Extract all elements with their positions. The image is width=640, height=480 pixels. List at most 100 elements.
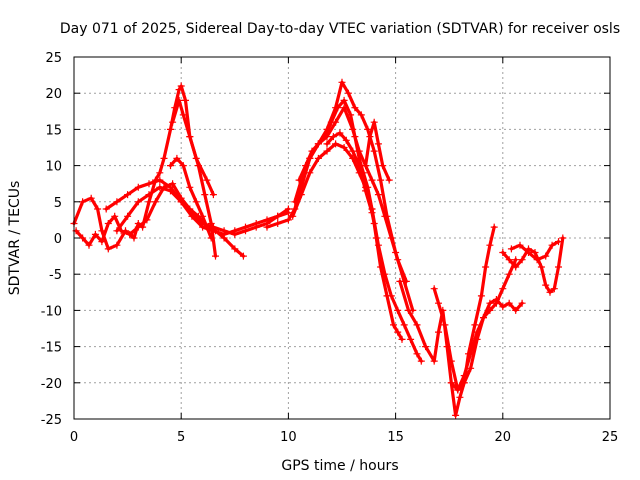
data-point-marker	[79, 234, 87, 242]
data-point-marker	[327, 118, 335, 126]
data-point-marker	[379, 162, 387, 170]
data-point-marker	[417, 357, 425, 365]
data-point-marker	[167, 162, 174, 170]
data-point-marker	[91, 230, 99, 238]
data-point-marker	[169, 118, 177, 126]
data-point-marker	[486, 299, 494, 307]
data-point-marker	[179, 111, 187, 119]
data-point-marker	[145, 191, 153, 199]
data-point-marker	[332, 140, 340, 148]
data-point-marker	[490, 223, 498, 231]
data-point-marker	[390, 321, 397, 329]
data-point-marker	[284, 209, 292, 217]
data-point-marker	[167, 125, 174, 133]
data-point-marker	[239, 252, 247, 260]
data-point-marker	[344, 89, 352, 97]
data-point-marker	[323, 147, 331, 155]
ticks: 0 5 10 15 20 25 -25 -20 -15 -10 -5 0 5 10 15 20 25	[41, 51, 619, 445]
data-point-marker	[366, 133, 374, 141]
data-point-marker	[430, 285, 438, 293]
data-point-marker	[486, 306, 494, 314]
data-point-marker	[130, 234, 138, 242]
data-point-marker	[284, 216, 292, 224]
data-point-marker	[357, 111, 365, 119]
data-point-marker	[111, 212, 119, 220]
data-point-marker	[381, 212, 389, 220]
data-point-marker	[314, 140, 322, 148]
data-point-marker	[394, 306, 402, 314]
data-point-marker	[314, 154, 322, 162]
data-point-marker	[182, 96, 189, 104]
y-tick-label: 0	[54, 232, 62, 247]
data-point-marker	[186, 183, 194, 191]
data-point-marker	[295, 176, 303, 184]
data-point-marker	[351, 133, 359, 141]
data-point-marker	[306, 169, 314, 177]
data-point-marker	[482, 263, 490, 271]
data-point-marker	[394, 256, 402, 264]
data-point-marker	[98, 238, 106, 246]
data-point-marker	[231, 230, 239, 238]
data-point-marker	[338, 78, 346, 86]
data-point-marker	[201, 191, 209, 199]
data-point-marker	[177, 198, 185, 206]
data-point-marker	[113, 227, 121, 235]
x-tick-label: 20	[495, 430, 512, 445]
data-point-marker	[542, 281, 550, 289]
data-point-marker	[555, 238, 562, 246]
data-point-marker	[471, 321, 479, 329]
data-point-marker	[308, 147, 316, 155]
data-point-marker	[145, 180, 153, 188]
data-point-marker	[231, 245, 239, 253]
data-point-marker	[407, 335, 415, 343]
data-point-marker	[555, 263, 562, 271]
data-point-marker	[302, 162, 310, 170]
data-point-marker	[499, 249, 507, 256]
y-tick-label: 20	[45, 87, 62, 102]
data-point-marker	[413, 350, 421, 358]
data-point-marker	[355, 162, 363, 170]
data-point-marker	[454, 386, 462, 394]
grid	[74, 57, 610, 419]
data-point-marker	[323, 140, 331, 148]
data-point-marker	[349, 147, 357, 155]
data-point-marker	[452, 411, 460, 419]
data-point-marker	[546, 288, 554, 296]
data-point-marker	[134, 198, 142, 206]
x-tick-label: 15	[387, 430, 404, 445]
data-point-marker	[143, 216, 151, 224]
data-point-marker	[505, 270, 513, 278]
data-point-marker	[499, 303, 507, 311]
data-point-marker	[167, 187, 174, 195]
data-point-marker	[192, 154, 200, 162]
data-point-marker	[405, 306, 412, 314]
data-point-marker	[113, 241, 121, 249]
data-point-marker	[368, 176, 376, 184]
data-point-marker	[381, 270, 389, 278]
data-point-marker	[559, 234, 567, 242]
data-point-marker	[87, 194, 95, 202]
data-point-marker	[160, 154, 168, 162]
data-point-marker	[370, 220, 378, 227]
data-point-marker	[387, 234, 395, 242]
data-point-marker	[156, 183, 164, 191]
data-point-marker	[516, 241, 524, 249]
data-point-marker	[492, 299, 500, 307]
data-point-marker	[145, 198, 153, 206]
data-point-marker	[113, 198, 121, 206]
data-point-marker	[370, 118, 378, 126]
data-point-marker	[385, 176, 393, 184]
data-point-marker	[175, 86, 183, 94]
data-point-marker	[512, 306, 520, 314]
data-point-marker	[124, 191, 132, 199]
data-point-marker	[460, 372, 468, 380]
data-point-marker	[342, 136, 350, 144]
data-point-marker	[447, 357, 455, 365]
data-point-marker	[274, 212, 282, 220]
data-point-marker	[220, 227, 228, 235]
y-tick-label: 15	[45, 123, 62, 138]
data-point-marker	[447, 379, 455, 387]
x-axis-title: GPS time / hours	[281, 458, 398, 474]
data-point-marker	[134, 183, 142, 191]
